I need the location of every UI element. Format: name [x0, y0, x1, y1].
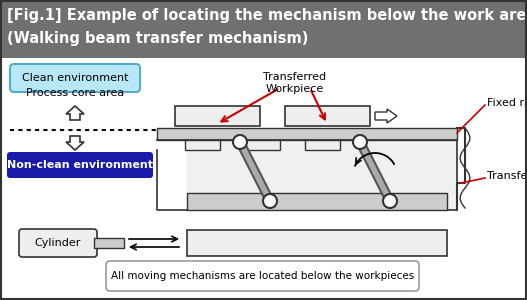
Bar	[285, 106, 370, 126]
FancyBboxPatch shape	[19, 229, 97, 257]
Text: Fixed rail: Fixed rail	[487, 98, 527, 108]
Bar	[175, 106, 260, 126]
Circle shape	[353, 135, 367, 149]
Text: Cylinder: Cylinder	[35, 238, 81, 248]
FancyArrow shape	[66, 136, 84, 150]
Text: All moving mechanisms are located below the workpieces: All moving mechanisms are located below …	[111, 271, 414, 281]
Bar	[187, 230, 447, 256]
Circle shape	[263, 194, 277, 208]
Text: Transferred
Workpiece: Transferred Workpiece	[264, 72, 327, 94]
Text: Transfer rail: Transfer rail	[487, 171, 527, 181]
Bar	[94, 238, 124, 248]
Text: Clean environment: Clean environment	[22, 73, 128, 83]
Bar	[0, 0, 527, 58]
Bar	[245, 140, 280, 150]
FancyBboxPatch shape	[7, 152, 153, 178]
Text: (Walking beam transfer mechanism): (Walking beam transfer mechanism)	[7, 31, 308, 46]
FancyArrow shape	[375, 109, 397, 123]
FancyArrow shape	[66, 106, 84, 120]
FancyBboxPatch shape	[10, 64, 140, 92]
Bar	[187, 140, 457, 210]
Circle shape	[383, 194, 397, 208]
Text: Process core area: Process core area	[26, 88, 124, 98]
Text: Non-clean environment: Non-clean environment	[7, 160, 153, 170]
Bar	[187, 193, 447, 210]
Bar	[157, 128, 457, 140]
Circle shape	[233, 135, 247, 149]
Text: [Fig.1] Example of locating the mechanism below the work are: [Fig.1] Example of locating the mechanis…	[7, 8, 526, 23]
Bar	[305, 140, 340, 150]
Bar	[185, 140, 220, 150]
FancyBboxPatch shape	[106, 261, 419, 291]
